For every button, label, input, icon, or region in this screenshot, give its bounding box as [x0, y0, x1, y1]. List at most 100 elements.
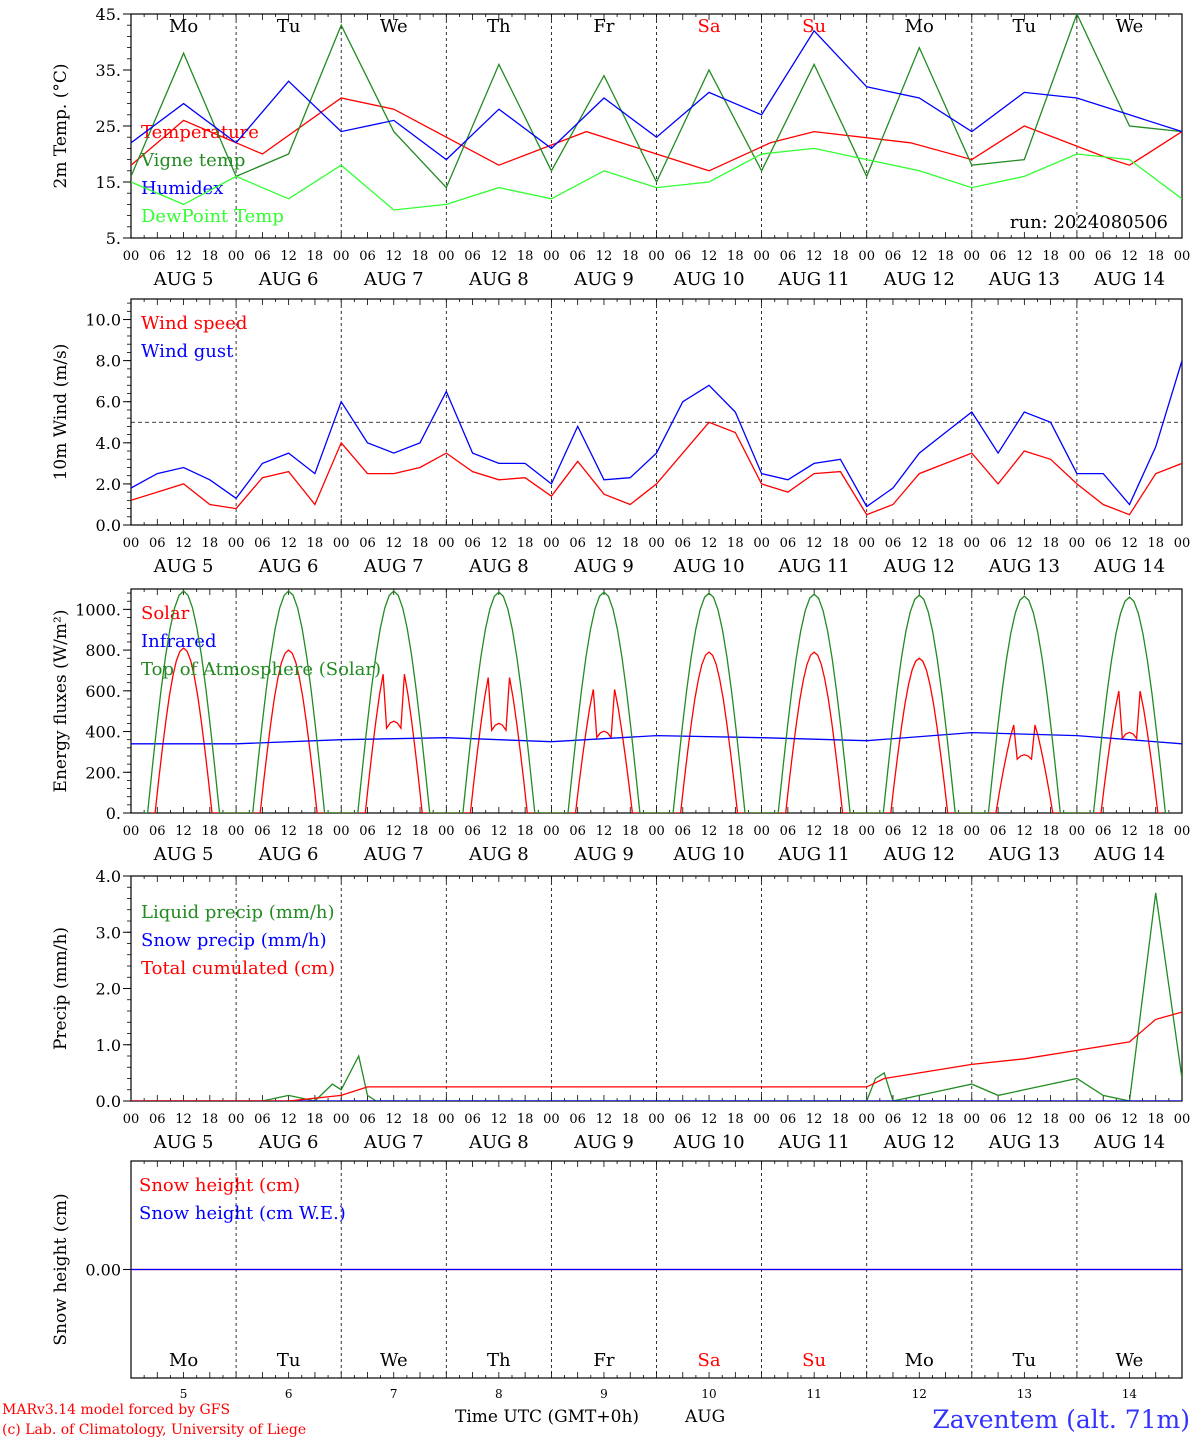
y-axis-label: 2m Temp. (°C): [51, 63, 71, 188]
y-tick-label: 0.: [106, 804, 121, 823]
hour-label: 18: [727, 536, 744, 551]
hour-label: 00: [228, 249, 245, 264]
hour-label: 00: [543, 536, 560, 551]
legend-entry: Humidex: [141, 178, 223, 199]
date-label: AUG 9: [573, 269, 634, 290]
hour-label: 06: [254, 249, 271, 264]
hour-label: 18: [307, 536, 324, 551]
hour-label: 00: [753, 249, 770, 264]
hour-label: 06: [780, 536, 797, 551]
hour-label: 00: [1174, 249, 1191, 264]
hour-label: 00: [753, 824, 770, 839]
day-number-label: 11: [807, 1387, 822, 1401]
hour-label: 12: [491, 1112, 508, 1127]
hour-label: 00: [753, 536, 770, 551]
hour-label: 00: [543, 824, 560, 839]
hour-label: 00: [228, 824, 245, 839]
date-label: AUG 7: [363, 269, 424, 290]
hour-label: 00: [1174, 824, 1191, 839]
date-label: AUG 14: [1093, 844, 1165, 865]
hour-label: 18: [622, 824, 639, 839]
y-tick-label: 2.0: [96, 475, 121, 494]
hour-label: 18: [622, 249, 639, 264]
day-number-label: 5: [180, 1387, 188, 1401]
y-tick-label: 6.0: [96, 393, 121, 412]
legend-entry: Vigne temp: [140, 150, 245, 171]
hour-label: 06: [885, 824, 902, 839]
x-axis-label: Time UTC (GMT+0h): [455, 1407, 639, 1427]
hour-label: 12: [1121, 536, 1138, 551]
hour-label: 18: [937, 824, 954, 839]
y-axis-label: Precip (mm/h): [51, 927, 71, 1050]
hour-label: 18: [727, 249, 744, 264]
hour-label: 00: [1069, 1112, 1086, 1127]
hour-label: 18: [202, 536, 219, 551]
legend-entry: Infrared: [141, 631, 216, 652]
hour-label: 06: [254, 824, 271, 839]
hour-label: 06: [569, 249, 586, 264]
hour-label: 00: [438, 824, 455, 839]
hour-label: 12: [701, 536, 718, 551]
y-tick-label: 600.: [85, 682, 121, 701]
hour-label: 06: [149, 1112, 166, 1127]
panel-wind: 0.0 2.0 4.0 6.0 8.0 10.0 10m Wind (m/s) Wind sp…: [51, 298, 1190, 577]
legend-entry: Total cumulated (cm): [141, 958, 335, 979]
day-name-label: We: [1116, 16, 1144, 37]
hour-label: 12: [1121, 824, 1138, 839]
hour-label: 00: [228, 1112, 245, 1127]
hour-label: 12: [385, 536, 402, 551]
hour-label: 06: [780, 824, 797, 839]
day-name-label: Tu: [1013, 1350, 1037, 1371]
hour-label: 06: [990, 824, 1007, 839]
panel-energy: 0. 200. 400. 600. 800. 1000.Energy fluxes (W/…: [51, 588, 1191, 865]
legend-entry: Solar: [141, 603, 190, 624]
date-label: AUG 12: [883, 556, 955, 577]
run-annotation: run: 2024080506: [1010, 212, 1168, 233]
hour-label: 12: [806, 1112, 823, 1127]
hour-label: 00: [1069, 824, 1086, 839]
hour-label: 18: [937, 1112, 954, 1127]
day-name-label: We: [380, 16, 408, 37]
y-tick-label: 1000.: [75, 600, 121, 619]
legend-entry: Snow precip (mm/h): [141, 930, 327, 951]
series-line-top-of-atmosphere-solar-: [143, 590, 1170, 813]
hour-label: 18: [832, 1112, 849, 1127]
hour-label: 00: [123, 1112, 140, 1127]
hour-label: 18: [202, 824, 219, 839]
hour-label: 06: [990, 536, 1007, 551]
date-label: AUG 11: [778, 556, 850, 577]
hour-label: 12: [385, 249, 402, 264]
hour-label: 18: [832, 249, 849, 264]
hour-label: 06: [359, 1112, 376, 1127]
hour-label: 06: [885, 1112, 902, 1127]
hour-label: 00: [333, 824, 350, 839]
hour-label: 18: [517, 536, 534, 551]
hour-label: 06: [149, 249, 166, 264]
hour-label: 06: [254, 536, 271, 551]
day-number-label: 10: [701, 1387, 716, 1401]
legend-entry: Snow height (cm W.E.): [139, 1203, 346, 1224]
date-label: AUG 8: [468, 844, 529, 865]
hour-label: 00: [438, 249, 455, 264]
day-name-label: Sa: [698, 16, 721, 37]
hour-label: 06: [569, 536, 586, 551]
hour-label: 18: [832, 536, 849, 551]
hour-label: 12: [1016, 824, 1033, 839]
hour-label: 12: [280, 536, 297, 551]
hour-label: 12: [280, 249, 297, 264]
day-name-label: Fr: [593, 16, 614, 37]
plot-frame: [130, 588, 1183, 814]
hour-label: 06: [675, 824, 692, 839]
hour-label: 00: [543, 249, 560, 264]
hour-label: 00: [438, 1112, 455, 1127]
hour-label: 18: [517, 824, 534, 839]
hour-label: 06: [359, 249, 376, 264]
y-axis-label: Snow height (cm): [51, 1193, 71, 1345]
date-label: AUG 7: [363, 1132, 424, 1153]
hour-label: 12: [491, 824, 508, 839]
date-label: AUG 5: [153, 1132, 214, 1153]
hour-label: 12: [596, 249, 613, 264]
hour-label: 12: [1121, 249, 1138, 264]
hour-label: 00: [858, 536, 875, 551]
date-label: AUG 8: [468, 269, 529, 290]
